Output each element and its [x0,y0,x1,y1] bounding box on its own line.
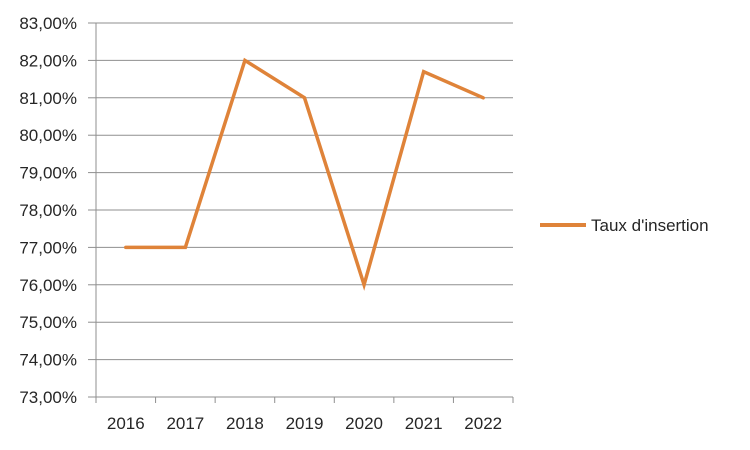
y-axis-tick-label: 74,00% [19,351,77,370]
y-axis-tick-label: 77,00% [19,238,77,257]
x-axis-tick-label: 2016 [107,414,145,433]
legend-label: Taux d'insertion [591,216,709,235]
series-line-taux-d-insertion [124,57,485,291]
y-axis-tick-label: 79,00% [19,164,77,183]
gridlines [96,22,513,398]
x-axis-tick-label: 2019 [286,414,324,433]
x-axis-tick-label: 2018 [226,414,264,433]
y-axis-tick-label: 78,00% [19,201,77,220]
y-axis-tick-label: 83,00% [19,14,77,33]
x-axis-tick-label: 2022 [464,414,502,433]
x-axis-tick-label: 2021 [405,414,443,433]
y-axis-tick-label: 75,00% [19,313,77,332]
y-axis-tick-label: 80,00% [19,126,77,145]
y-axis-tick-label: 76,00% [19,276,77,295]
x-axis-labels: 2016 2017 2018 2019 2020 2021 2022 [107,414,502,433]
x-axis-tick-label: 2017 [166,414,204,433]
y-axis-labels: 83,00% 82,00% 81,00% 80,00% 79,00% 78,00% 77,0… [19,14,77,407]
y-axis-tick-label: 81,00% [19,89,77,108]
y-axis-tick-label: 73,00% [19,388,77,407]
x-axis-tick-label: 2020 [345,414,383,433]
axes [88,22,514,403]
y-axis-tick-label: 82,00% [19,51,77,70]
legend: Taux d'insertion [540,216,709,235]
